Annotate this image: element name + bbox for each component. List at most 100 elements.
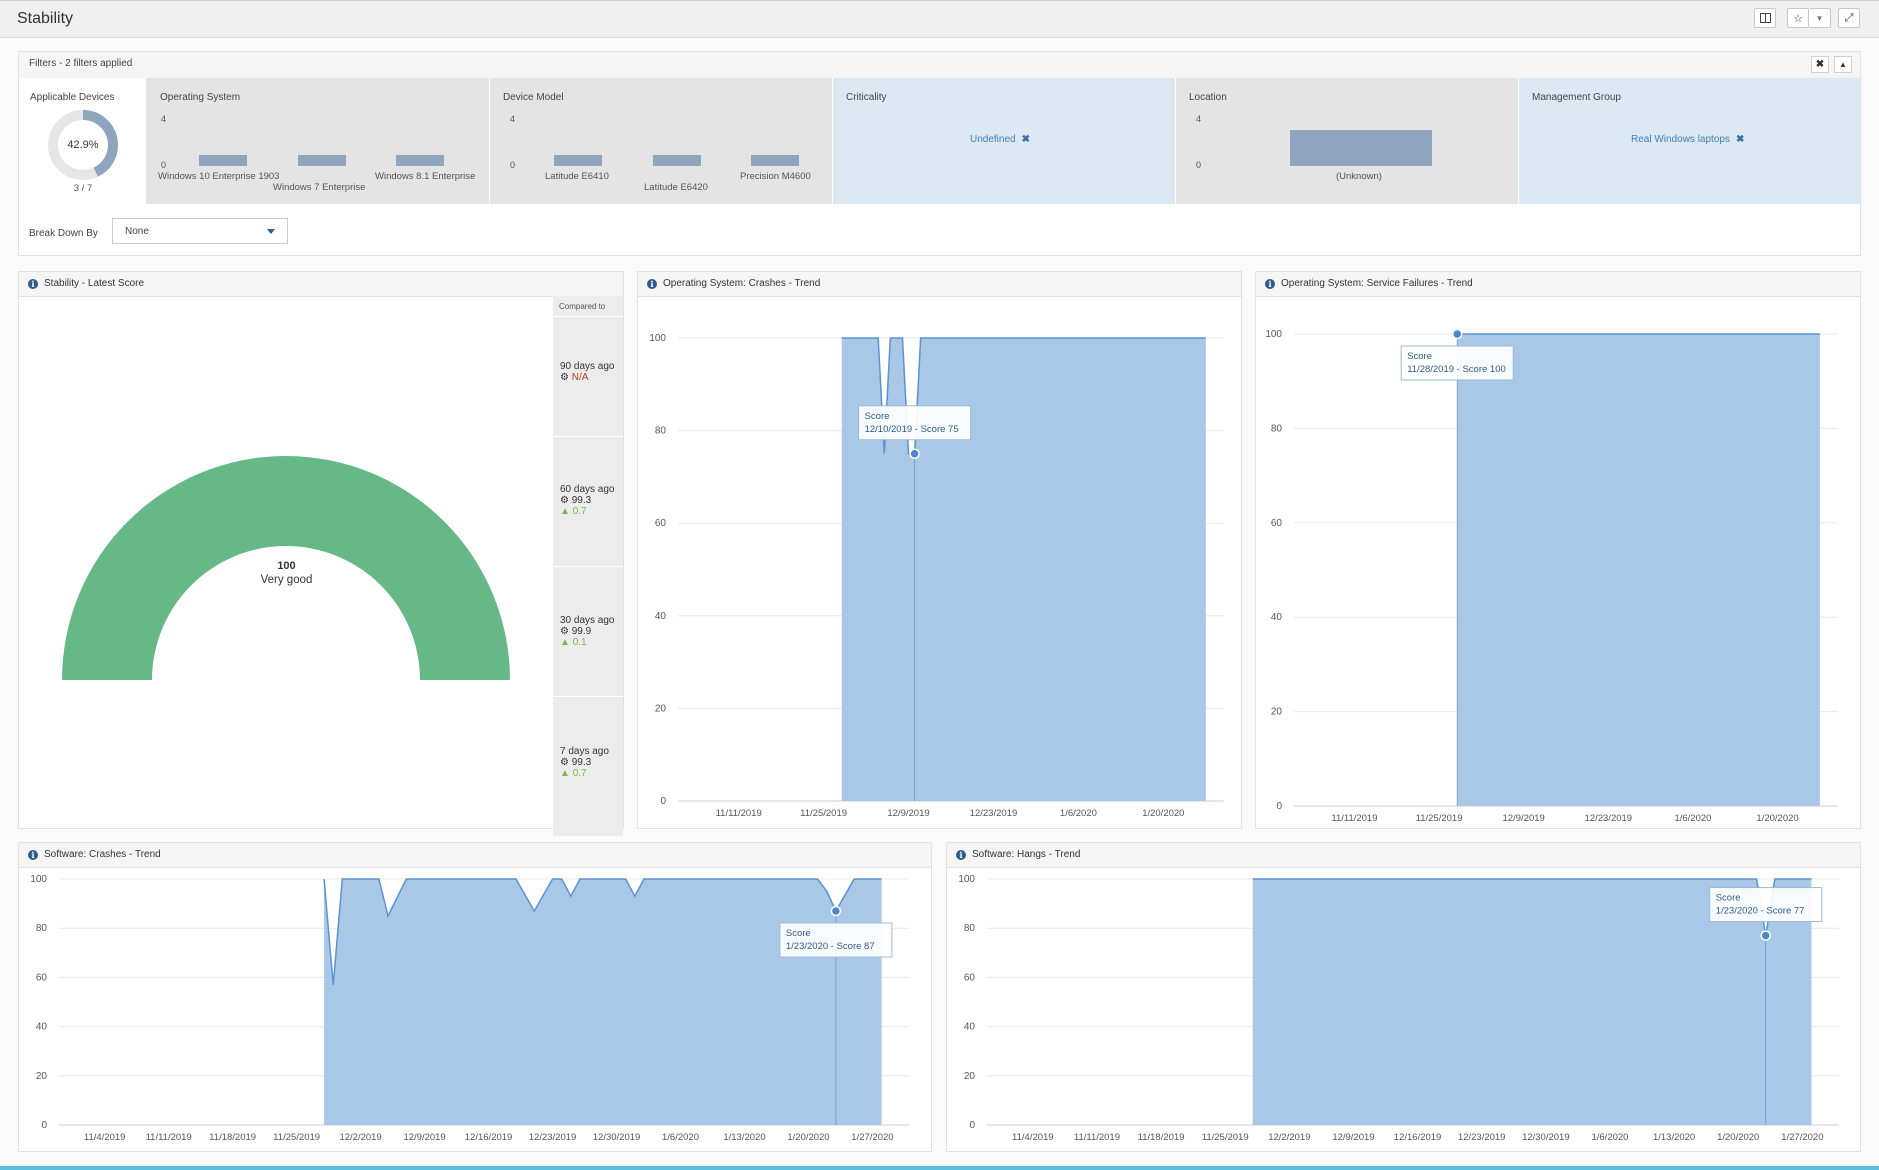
comparison-7-days: 7 days ago ⚙ 99.3 ▲ 0.7 bbox=[553, 746, 623, 779]
y-tick-label: 80 bbox=[1271, 423, 1283, 434]
comparison-delta: 0.7 bbox=[572, 506, 587, 517]
y-tick-label: 60 bbox=[1271, 518, 1283, 529]
y-tick-label: 0 bbox=[969, 1120, 975, 1131]
x-tick-label: 12/30/2019 bbox=[1522, 1132, 1570, 1143]
management-group-chip-label: Real Windows laptops bbox=[1631, 134, 1730, 145]
operating-system-filter[interactable]: Operating System 4 0 Windows 10 Enterpri… bbox=[147, 78, 490, 204]
latest-score-header: i Stability - Latest Score bbox=[19, 272, 623, 297]
os-service-failures-title: Operating System: Service Failures - Tre… bbox=[1281, 278, 1473, 289]
management-group-chip[interactable]: Real Windows laptops ✖ bbox=[1631, 134, 1744, 145]
management-group-label: Management Group bbox=[1532, 92, 1621, 103]
clear-filters-button[interactable]: ✖ bbox=[1811, 56, 1829, 73]
info-icon[interactable]: i bbox=[1265, 279, 1275, 289]
filters-header: Filters - 2 filters applied ✖ ▲ bbox=[19, 52, 1860, 79]
trend-chart-svg[interactable]: 0 20 40 60 80 100 11/4/2019 11/11/2019 11/18/201… bbox=[947, 867, 1862, 1153]
info-icon[interactable]: i bbox=[28, 279, 38, 289]
filter-panels: Applicable Devices 42.9% 3 / 7 Operating… bbox=[19, 78, 1860, 204]
x-tick-label: 11/25/2019 bbox=[800, 808, 847, 819]
y-tick-label: 20 bbox=[36, 1071, 48, 1082]
os-bar-win10[interactable] bbox=[199, 155, 247, 166]
device-bar-m4600[interactable] bbox=[751, 155, 799, 166]
triangle-up-icon: ▲ bbox=[560, 637, 570, 648]
y-tick-label: 20 bbox=[655, 703, 667, 714]
criticality-filter[interactable]: Criticality Undefined ✖ bbox=[833, 78, 1176, 204]
os-bar-win7[interactable] bbox=[298, 155, 346, 166]
software-hangs-header: i Software: Hangs - Trend bbox=[947, 843, 1860, 868]
info-icon[interactable]: i bbox=[956, 850, 966, 860]
management-group-filter[interactable]: Management Group Real Windows laptops ✖ bbox=[1519, 78, 1860, 204]
x-tick-label: 1/20/2020 bbox=[1142, 808, 1184, 819]
comparison-delta: 0.7 bbox=[572, 768, 587, 779]
gauge-arc bbox=[62, 456, 510, 680]
fullscreen-button[interactable]: ⤢ bbox=[1838, 8, 1860, 28]
x-tick-label: 1/20/2020 bbox=[787, 1132, 829, 1143]
x-tick-label: 1/27/2020 bbox=[1781, 1132, 1823, 1143]
tooltip-text: 11/28/2019 - Score 100 bbox=[1407, 364, 1506, 375]
trend-chart-svg[interactable]: 0 20 40 60 80 100 11/4/2019 11/11/2019 11/18/201… bbox=[19, 867, 933, 1153]
info-icon[interactable]: i bbox=[28, 850, 38, 860]
y-tick-label: 0 bbox=[660, 796, 666, 807]
y-tick-label: 20 bbox=[964, 1071, 976, 1082]
gauge-small-icon: ⚙ bbox=[560, 757, 569, 768]
trend-area bbox=[1252, 879, 1812, 1125]
data-point-marker[interactable] bbox=[909, 448, 920, 459]
trend-area bbox=[324, 879, 882, 1125]
os-bar-win81[interactable] bbox=[396, 155, 444, 166]
applicable-devices-label: Applicable Devices bbox=[30, 92, 115, 103]
criticality-chip[interactable]: Undefined ✖ bbox=[970, 134, 1030, 145]
y-tick-label: 40 bbox=[964, 1022, 976, 1033]
trend-chart-svg[interactable]: 0 20 40 60 80 100 11/11/2019 11/25/2019 12/9/201… bbox=[638, 296, 1243, 830]
y-tick-label: 40 bbox=[655, 611, 667, 622]
remove-icon[interactable]: ✖ bbox=[1021, 134, 1030, 145]
device-bar-e6420[interactable] bbox=[653, 155, 701, 166]
comparison-value: N/A bbox=[571, 372, 589, 383]
applicable-devices-count: 3 / 7 bbox=[73, 183, 93, 194]
x-tick-label: 1/6/2020 bbox=[662, 1132, 699, 1143]
collapse-filters-button[interactable]: ▲ bbox=[1834, 56, 1852, 73]
break-down-label: Break Down By bbox=[29, 228, 98, 239]
device-model-filter[interactable]: Device Model 4 0 Latitude E6410 Latitude… bbox=[490, 78, 833, 204]
tooltip-box bbox=[1709, 887, 1823, 923]
location-bar-unknown[interactable] bbox=[1290, 130, 1432, 166]
x-tick-label: 11/4/2019 bbox=[1012, 1132, 1054, 1143]
comparison-period: 30 days ago bbox=[560, 615, 615, 626]
tooltip-title: Score bbox=[1407, 351, 1432, 362]
x-tick-label: 11/18/2019 bbox=[209, 1132, 256, 1143]
gauge-rating: Very good bbox=[260, 574, 313, 586]
expand-icon: ⤢ bbox=[1844, 11, 1854, 24]
trend-line bbox=[841, 337, 1206, 455]
remove-icon[interactable]: ✖ bbox=[1735, 134, 1745, 145]
separator bbox=[553, 696, 623, 697]
trend-chart-svg[interactable]: 0 20 40 60 80 100 11/11/2019 11/25/2019 12/9/201… bbox=[1256, 296, 1862, 830]
separator bbox=[553, 436, 623, 437]
info-icon[interactable]: i bbox=[647, 279, 657, 289]
device-bar-e6410[interactable] bbox=[554, 155, 602, 166]
location-filter[interactable]: Location 4 0 (Unknown) bbox=[1176, 78, 1519, 204]
break-down-select[interactable]: None bbox=[112, 218, 288, 244]
y-tick-label: 20 bbox=[1271, 707, 1283, 718]
comparison-period: 90 days ago bbox=[560, 361, 615, 372]
break-down-value: None bbox=[125, 226, 149, 237]
separator bbox=[553, 566, 623, 567]
data-point-marker[interactable] bbox=[830, 905, 842, 917]
layout-button[interactable] bbox=[1754, 8, 1776, 28]
x-tick-label: 11/25/2019 bbox=[1416, 813, 1463, 824]
data-point-marker[interactable] bbox=[1451, 328, 1463, 340]
caret-down-icon bbox=[267, 229, 275, 234]
page-header: Stability ☆ ▼ ⤢ bbox=[0, 0, 1879, 38]
compared-to-label: Compared to bbox=[559, 302, 606, 311]
favorite-button[interactable]: ☆ bbox=[1787, 8, 1809, 28]
x-tick-label: 12/23/2019 bbox=[1458, 1132, 1506, 1143]
tooltip-box bbox=[779, 922, 893, 958]
x-tick-label: 1/13/2020 bbox=[1653, 1132, 1695, 1143]
favorite-menu-button[interactable]: ▼ bbox=[1809, 8, 1831, 28]
os-crashes-card: i Operating System: Crashes - Trend 0 20 4… bbox=[637, 271, 1242, 829]
chevron-up-icon: ▲ bbox=[1839, 60, 1847, 69]
comparison-30-days: 30 days ago ⚙ 99.9 ▲ 0.1 bbox=[553, 615, 623, 648]
columns-icon bbox=[1759, 13, 1771, 23]
comparison-value: 99.3 bbox=[571, 495, 592, 506]
os-y-max: 4 bbox=[161, 114, 167, 124]
data-point-marker[interactable] bbox=[1760, 930, 1771, 941]
comparison-value: 99.3 bbox=[571, 757, 592, 768]
latest-score-title: Stability - Latest Score bbox=[44, 278, 145, 289]
